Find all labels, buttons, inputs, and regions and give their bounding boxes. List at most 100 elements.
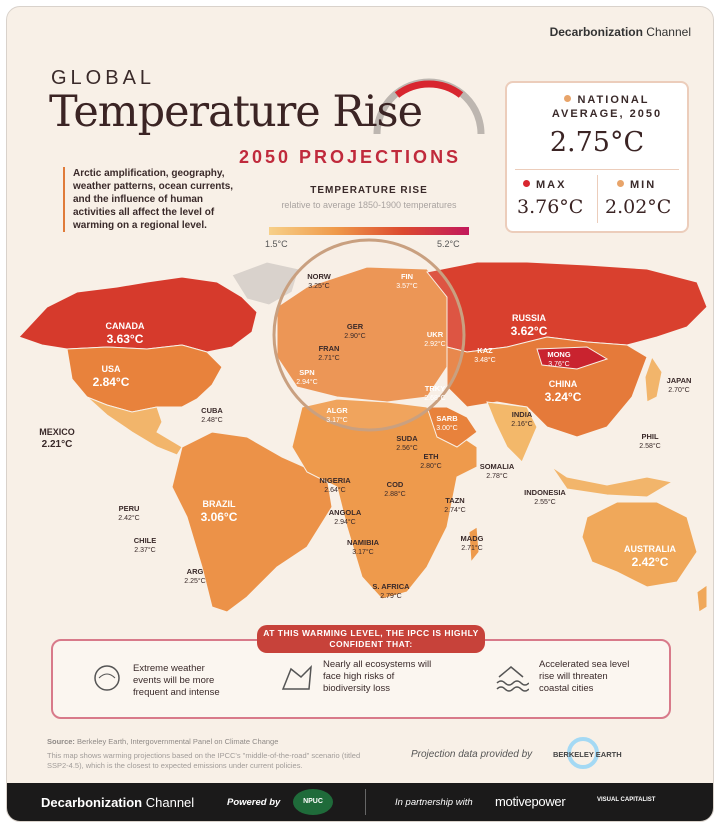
ipcc-item: Extreme weather events will be more freq…: [133, 663, 220, 698]
country-name: COD: [387, 480, 404, 489]
country-name: SPN: [299, 368, 314, 377]
country-name: NAMIBIA: [347, 538, 380, 547]
country-name: PERU: [119, 504, 140, 513]
country-temp: 3.62°C: [511, 324, 548, 338]
divider: [515, 169, 679, 170]
country-name: TRKY: [425, 384, 445, 393]
dot: [564, 95, 572, 102]
brand: Decarbonization Channel: [550, 25, 691, 39]
country-temp: 3.06°C: [201, 510, 238, 524]
country-name: ANGOLA: [329, 508, 362, 517]
country-temp: 2.70°C: [668, 386, 689, 394]
country-temp: 2.94°C: [334, 518, 355, 526]
country-name: SUDA: [396, 434, 418, 443]
country-temp: 3.57°C: [396, 282, 417, 290]
country-temp: 2.79°C: [380, 592, 401, 600]
country-temp: 2.58°C: [639, 442, 660, 450]
country-name: CHILE: [134, 536, 157, 545]
dot: [523, 180, 530, 187]
note: This map shows warming projections based…: [47, 751, 361, 770]
max-label: MAX: [523, 179, 566, 191]
country-name: CUBA: [201, 406, 223, 415]
africa: [291, 398, 478, 600]
country-name: GER: [347, 322, 364, 331]
stats-box: NATIONAL AVERAGE, 2050 2.75°C MAX 3.76°C…: [505, 81, 689, 233]
credit: Projection data provided by: [411, 749, 533, 760]
country-name: FIN: [401, 272, 413, 281]
country-name: BRAZIL: [203, 499, 236, 509]
country-temp: 2.90°C: [344, 332, 365, 340]
country-temp: 3.63°C: [107, 332, 144, 346]
country-temp: 2.42°C: [632, 555, 669, 569]
country-name: NORW: [307, 272, 332, 281]
dot: [617, 180, 624, 187]
motivepower-logo: motivepower: [495, 794, 566, 809]
gauge-highlight: [394, 80, 464, 98]
country-name: AUSTRALIA: [624, 544, 676, 554]
country-name: PHIL: [641, 432, 659, 441]
min-label: MIN: [617, 179, 656, 191]
country-name: CHINA: [549, 379, 578, 389]
country-temp: 2.42°C: [118, 514, 139, 522]
country-temp: 2.92°C: [424, 340, 445, 348]
icon-sea-level: [496, 666, 529, 692]
title: Temperature Rise: [49, 87, 423, 137]
japan: [644, 355, 663, 403]
country-temp: 2.48°C: [201, 416, 222, 424]
country-temp: 2.25°C: [184, 577, 205, 585]
source: Source: Berkeley Earth, Intergovernmenta…: [47, 737, 278, 746]
gauge: [373, 78, 485, 135]
subtitle: 2050 PROJECTIONS: [239, 147, 462, 167]
brand-bold: Decarbonization: [549, 25, 643, 39]
country-name: MADG: [461, 534, 484, 543]
australia: [581, 501, 698, 588]
visual-capitalist-logo: VISUAL CAPITALIST: [597, 797, 656, 803]
country-name: ARG: [187, 567, 204, 576]
country-name: MEXICO: [39, 427, 75, 437]
arabia: [426, 406, 478, 448]
magnifier: [272, 238, 466, 432]
mexico: [86, 396, 183, 456]
country-name: SOMALIA: [480, 462, 515, 471]
legend-gradient: [269, 227, 469, 235]
npuc-logo: NPUC: [293, 789, 333, 815]
ipcc-item: Nearly all ecosystems will face high ris…: [323, 659, 432, 694]
country-name: INDIA: [512, 410, 533, 419]
country-name: SARB: [436, 414, 458, 423]
average-label: NATIONAL AVERAGE, 2050: [537, 93, 677, 121]
icon-weather: [94, 665, 120, 691]
footer-brand: Decarbonization Channel: [41, 795, 194, 810]
country-temp: 3.24°C: [545, 390, 582, 404]
country-name: INDONESIA: [524, 488, 566, 497]
berkeley-logo: BERKELEY EARTH: [553, 750, 622, 759]
country-temp: 2.56°C: [396, 444, 417, 452]
south-america: [171, 431, 333, 613]
country-temp: 2.16°C: [511, 420, 532, 428]
average-value: 2.75°C: [549, 127, 645, 158]
country-temp: 3.48°C: [474, 356, 495, 364]
source-label: Source:: [47, 737, 75, 746]
country-temp: 2.71°C: [461, 544, 482, 552]
country-temp: 2.84°C: [93, 375, 130, 389]
ipcc-banner: AT THIS WARMING LEVEL, THE IPCC IS HIGHL…: [257, 625, 485, 653]
russia: [426, 261, 708, 353]
country-name: FRAN: [319, 344, 340, 353]
max-label-text: MAX: [536, 179, 567, 191]
europe: [276, 266, 448, 403]
legend-title: TEMPERATURE RISE: [310, 185, 428, 196]
country-name: ALGR: [326, 406, 348, 415]
min-label-text: MIN: [630, 179, 657, 191]
new-zealand: [696, 584, 708, 613]
divider: [597, 175, 598, 223]
country-name: TAZN: [445, 496, 464, 505]
country-name: CANADA: [106, 321, 145, 331]
country-temp: 3.17°C: [352, 548, 373, 556]
average-label-text: NATIONAL AVERAGE, 2050: [551, 94, 663, 120]
country-temp: 3.00°C: [436, 424, 457, 432]
country-name: UKR: [427, 330, 444, 339]
mongolia: [536, 346, 609, 370]
country-name: KAZ: [477, 346, 493, 355]
footer-divider: [365, 789, 366, 815]
kicker: GLOBAL: [51, 67, 156, 89]
country-name: RUSSIA: [512, 313, 547, 323]
